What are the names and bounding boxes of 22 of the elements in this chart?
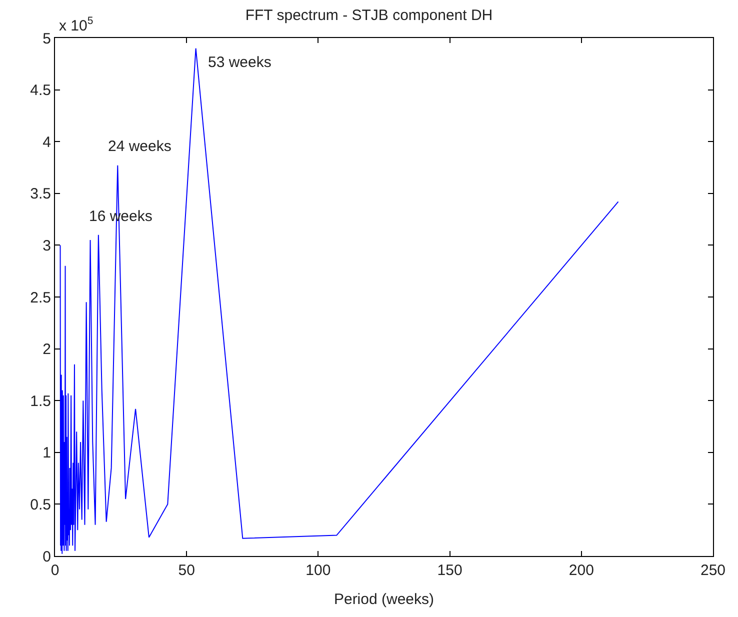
x-tick-label: 150 [437, 562, 462, 579]
x-tick-label: 100 [306, 562, 331, 579]
y-tick-label: 2 [42, 341, 51, 358]
text: x 10$^{5}$ [59, 15, 94, 34]
y-tick-label: 2.5 [30, 289, 51, 306]
y-tick-label: 3 [42, 237, 51, 254]
y-tick-label: 3.5 [30, 186, 51, 203]
y-tick-label: 4.5 [30, 82, 51, 100]
y-tick-label: 5 [42, 30, 51, 48]
y-tick-label: 0.5 [30, 496, 51, 514]
y-tick-label: 1 [42, 444, 51, 462]
y-tick-label: 1.5 [30, 392, 51, 410]
x-tick-label: 200 [568, 562, 594, 579]
annotation: 53 weeks [208, 54, 272, 71]
y-tick-label: 0 [42, 548, 51, 566]
chart-title: FFT spectrum - STJB component DH [245, 6, 493, 24]
x-axis-title: Period (weeks) [334, 591, 434, 608]
y-tick-label: 4 [42, 134, 51, 151]
line-series [60, 48, 619, 554]
annotation: 24 weeks [108, 138, 172, 155]
x-tick-label: 50 [178, 562, 195, 579]
x-tick-label: 250 [700, 562, 726, 579]
